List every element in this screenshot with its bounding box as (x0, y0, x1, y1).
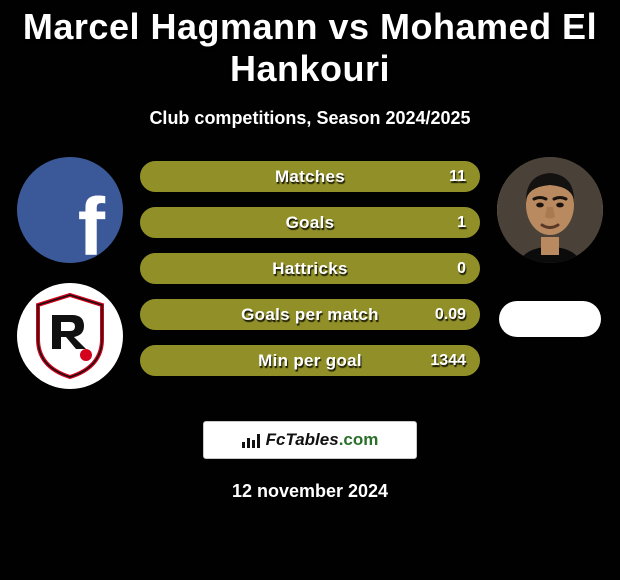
stat-value-right: 11 (449, 168, 466, 186)
brand-text: FcTables.com (266, 430, 379, 450)
brand-text-suffix: .com (339, 430, 379, 449)
page-subtitle: Club competitions, Season 2024/2025 (149, 108, 470, 129)
stat-label: Goals (286, 213, 335, 233)
stat-value-right: 0 (457, 260, 466, 278)
jahn-regensburg-icon (30, 291, 110, 381)
main-row: f Matches 11 Goals 1 Ha (0, 157, 620, 389)
stat-row-goals-per-match: Goals per match 0.09 (140, 299, 480, 330)
stat-label: Hattricks (272, 259, 347, 279)
stats-column: Matches 11 Goals 1 Hattricks 0 Goals per… (135, 157, 485, 376)
left-player-avatar: f (17, 157, 123, 263)
stat-value-right: 0.09 (435, 306, 466, 324)
right-player-avatar (497, 157, 603, 263)
brand-link[interactable]: FcTables.com (203, 421, 417, 459)
barchart-icon (242, 432, 260, 448)
right-player-column (485, 157, 615, 337)
stat-label: Matches (275, 167, 345, 187)
stat-value-right: 1 (457, 214, 466, 232)
snapshot-date: 12 november 2024 (232, 481, 388, 502)
stat-row-hattricks: Hattricks 0 (140, 253, 480, 284)
brand-text-main: FcTables (266, 430, 339, 449)
facebook-icon: f (78, 187, 105, 263)
stat-label: Min per goal (258, 351, 362, 371)
stat-value-right: 1344 (430, 352, 466, 370)
stat-row-matches: Matches 11 (140, 161, 480, 192)
player-photo-icon (497, 157, 603, 263)
stat-label: Goals per match (241, 305, 379, 325)
left-player-column: f (5, 157, 135, 389)
page-title: Marcel Hagmann vs Mohamed El Hankouri (0, 0, 620, 90)
stat-row-min-per-goal: Min per goal 1344 (140, 345, 480, 376)
comparison-card: Marcel Hagmann vs Mohamed El Hankouri Cl… (0, 0, 620, 580)
left-club-badge (17, 283, 123, 389)
stat-row-goals: Goals 1 (140, 207, 480, 238)
right-club-badge (499, 301, 601, 337)
